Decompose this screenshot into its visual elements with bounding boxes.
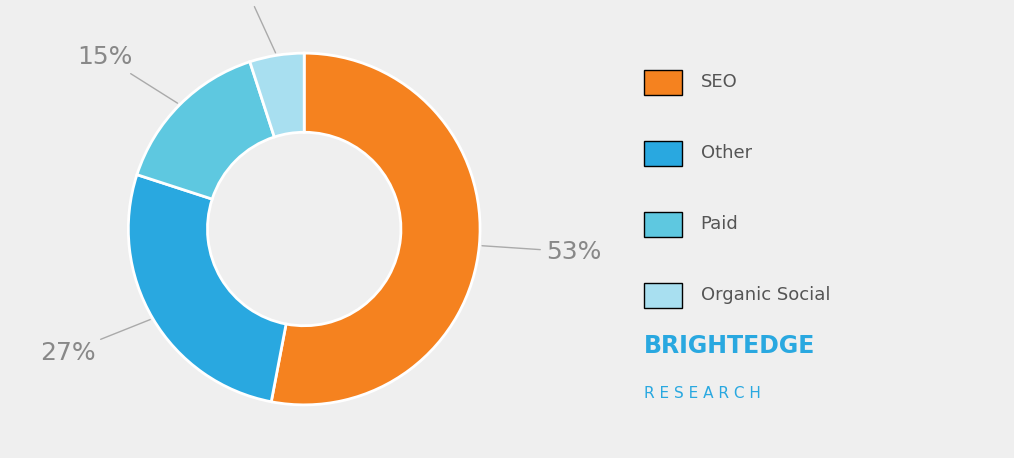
Text: Paid: Paid <box>701 215 738 234</box>
Text: 53%: 53% <box>482 240 601 264</box>
Text: SEO: SEO <box>701 73 737 92</box>
Wedge shape <box>137 62 275 199</box>
Wedge shape <box>249 53 304 137</box>
Wedge shape <box>271 53 480 405</box>
Text: 15%: 15% <box>77 45 177 103</box>
Text: R E S E A R C H: R E S E A R C H <box>644 387 760 402</box>
Wedge shape <box>129 174 286 402</box>
Text: Organic Social: Organic Social <box>701 286 830 305</box>
Text: 27%: 27% <box>40 320 150 365</box>
Text: Other: Other <box>701 144 751 163</box>
Text: BRIGHTEDGE: BRIGHTEDGE <box>644 334 815 358</box>
Text: 5%: 5% <box>227 0 276 53</box>
